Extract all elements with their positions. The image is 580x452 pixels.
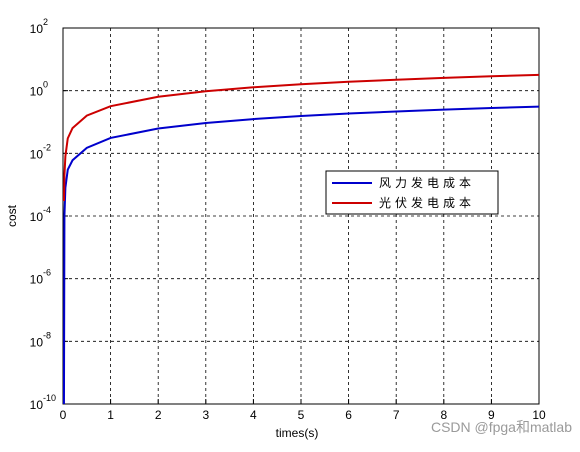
x-tick-label: 1 bbox=[107, 408, 114, 422]
x-tick-label: 6 bbox=[345, 408, 352, 422]
x-tick-label: 9 bbox=[488, 408, 495, 422]
y-tick-base: 10 bbox=[30, 85, 44, 99]
y-tick-label: 10 bbox=[30, 398, 44, 412]
y-tick-label: 10 bbox=[30, 22, 44, 36]
y-tick-label: 10 bbox=[30, 85, 44, 99]
y-tick-exponent: -10 bbox=[43, 393, 56, 403]
x-tick-label: 2 bbox=[155, 408, 162, 422]
y-tick-exponent: -4 bbox=[43, 205, 51, 215]
legend-box bbox=[325, 170, 499, 215]
y-tick-label: 10 bbox=[30, 210, 44, 224]
x-axis-label: times(s) bbox=[276, 426, 319, 440]
y-tick-exponent: -8 bbox=[43, 330, 51, 340]
watermark: CSDN @fpga和matlab bbox=[431, 419, 572, 435]
y-tick-base: 10 bbox=[30, 210, 44, 224]
x-tick-label: 3 bbox=[202, 408, 209, 422]
y-tick-exponent: 2 bbox=[43, 17, 48, 27]
y-tick-exponent: -6 bbox=[43, 268, 51, 278]
y-tick-label: 10 bbox=[30, 273, 44, 287]
y-tick-exponent: 0 bbox=[43, 80, 48, 90]
y-tick-base: 10 bbox=[30, 273, 44, 287]
y-tick-base: 10 bbox=[30, 335, 44, 349]
axes-box bbox=[62, 27, 540, 405]
y-tick-exponent: -2 bbox=[43, 142, 51, 152]
x-tick-label: 7 bbox=[393, 408, 400, 422]
x-tick-label: 10 bbox=[532, 408, 546, 422]
x-tick-label: 8 bbox=[440, 408, 447, 422]
y-tick-base: 10 bbox=[30, 22, 44, 36]
y-tick-label: 10 bbox=[30, 335, 44, 349]
y-tick-base: 10 bbox=[30, 147, 44, 161]
x-tick-label: 5 bbox=[298, 408, 305, 422]
y-tick-label: 10 bbox=[30, 147, 44, 161]
line-series bbox=[62, 73, 540, 202]
y-tick-base: 10 bbox=[30, 398, 44, 412]
line-series bbox=[62, 105, 540, 405]
x-tick-label: 4 bbox=[250, 408, 257, 422]
legend-label: 风力发电成本 bbox=[379, 175, 475, 190]
legend-label: 光伏发电成本 bbox=[379, 195, 475, 210]
x-tick-label: 0 bbox=[60, 408, 67, 422]
y-axis-label: cost bbox=[5, 204, 19, 227]
